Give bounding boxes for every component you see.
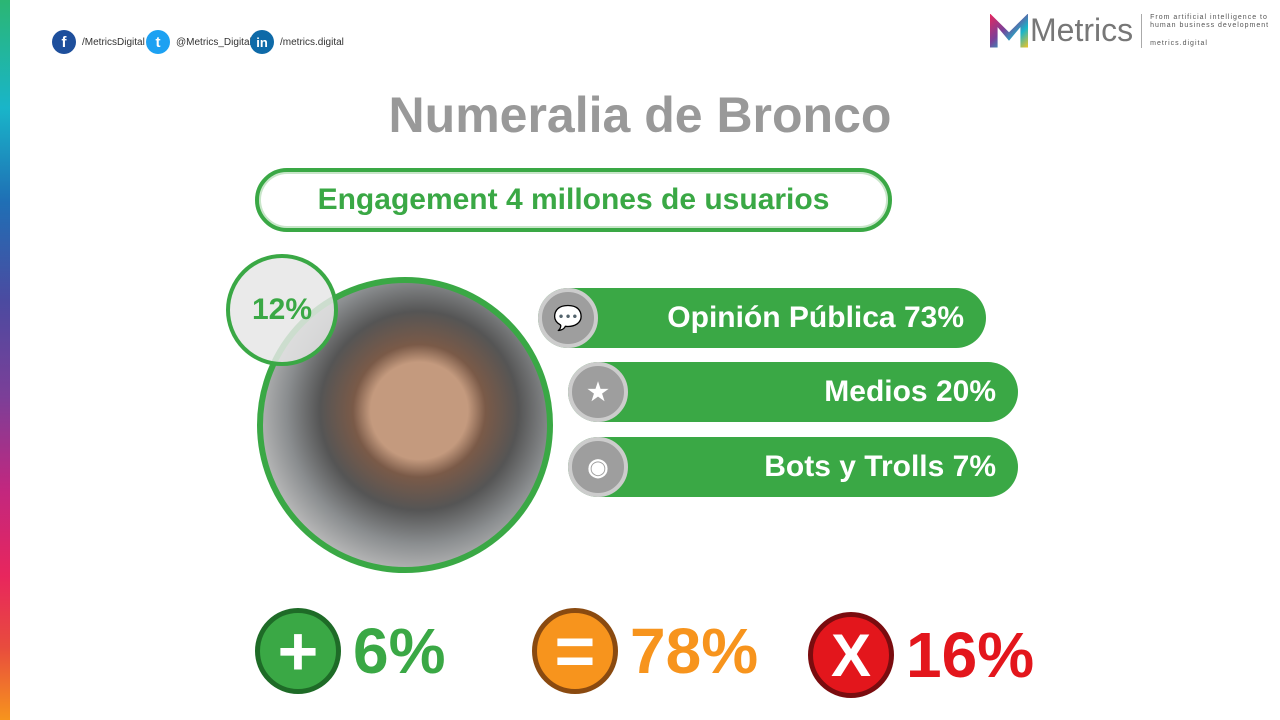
linkedin-icon: in	[250, 30, 274, 54]
logo-divider	[1141, 13, 1143, 48]
stat-value: 78%	[630, 615, 759, 687]
plus-icon: +	[255, 608, 341, 694]
linkedin-handle: /metrics.digital	[280, 36, 344, 48]
robot-icon: ◉	[568, 437, 628, 497]
facebook-icon: f	[52, 30, 76, 54]
logo-tagline: From artificial intelligence to human bus…	[1150, 14, 1269, 48]
facebook-link[interactable]: f/MetricsDigital	[52, 30, 145, 54]
user-star-icon: ★	[568, 362, 628, 422]
metrics-logo: Metrics From artificial intelligence to h…	[990, 12, 1269, 49]
tagline-line1: From artificial intelligence to	[1150, 13, 1268, 21]
bar-label: Bots y Trolls 7%	[764, 450, 996, 483]
twitter-link[interactable]: t @Metrics_Digital	[146, 30, 252, 54]
logo-url: metrics.digital	[1150, 39, 1208, 47]
bar-label: Medios 20%	[824, 375, 996, 408]
bar-label: Opinión Pública 73%	[667, 301, 964, 334]
engagement-banner: Engagement 4 millones de usuarios	[255, 168, 892, 232]
photo-percent-badge: 12%	[226, 254, 338, 366]
page-title: Numeralia de Bronco	[388, 87, 892, 143]
stat-neutral: = 78%	[532, 608, 758, 694]
bar-medios: ★ Medios 20%	[568, 362, 1018, 422]
stat-positive: +6%	[255, 608, 446, 694]
bar-bots-trolls: ◉ Bots y Trolls 7%	[568, 437, 1018, 497]
chat-user-icon: 💬	[538, 288, 598, 348]
equals-icon: =	[532, 608, 618, 694]
stat-value: 16%	[906, 619, 1035, 691]
bar-opinion-publica: 💬 Opinión Pública 73%	[538, 288, 986, 348]
twitter-handle: @Metrics_Digital	[176, 36, 252, 48]
tagline-line2: human business development	[1150, 21, 1270, 29]
twitter-icon: t	[146, 30, 170, 54]
logo-text: Metrics	[1030, 12, 1134, 48]
linkedin-link[interactable]: in/metrics.digital	[250, 30, 344, 54]
logo-m-mark	[990, 13, 1028, 48]
stat-negative: X 16%	[808, 612, 1034, 698]
stat-value: 6%	[353, 615, 446, 687]
color-stripe	[0, 0, 10, 720]
facebook-handle: /MetricsDigital	[82, 36, 145, 48]
x-icon: X	[808, 612, 894, 698]
